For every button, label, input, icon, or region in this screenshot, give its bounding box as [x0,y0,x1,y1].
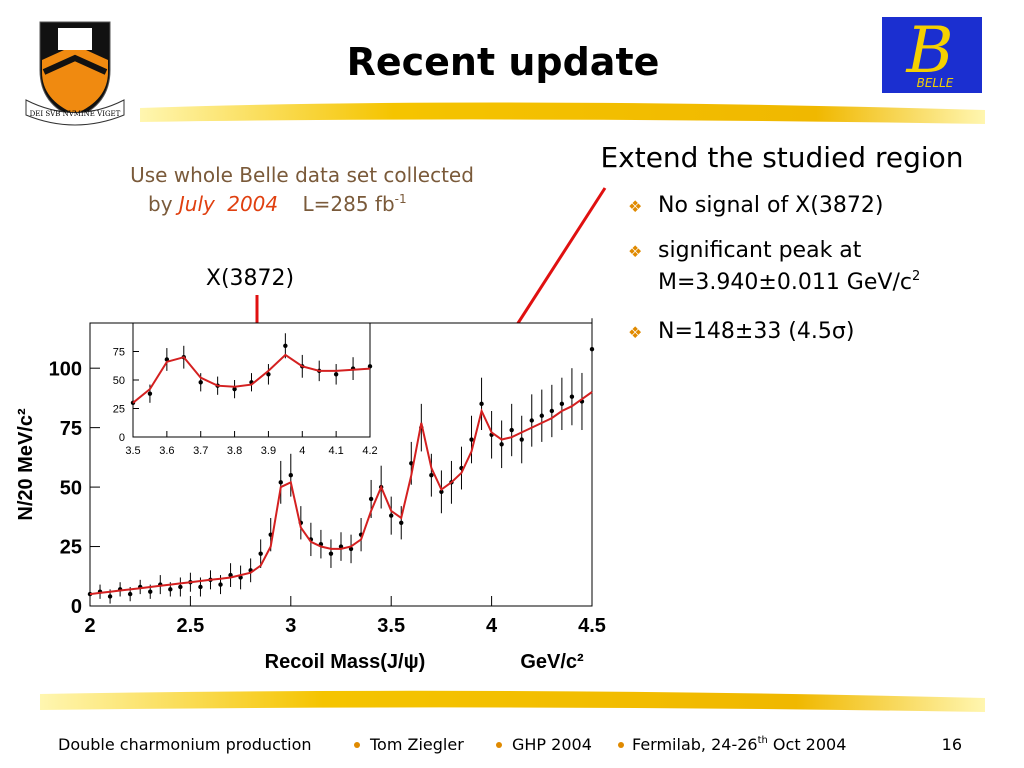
data-point [549,408,555,414]
page-number: 16 [942,735,962,754]
data-point [367,364,373,369]
x-tick-label: 4.1 [328,445,343,457]
data-point [266,372,271,377]
y-tick-label: 50 [60,477,82,499]
footer-text: Tom Ziegler [369,735,464,754]
data-point [539,413,544,418]
logo-text: BELLE [917,76,954,90]
y-tick-label: 75 [113,346,125,358]
data-point [529,418,534,423]
bullet-icon: ❖ [628,323,642,342]
x-axis-unit: GeV/c² [520,651,584,673]
footer-dot [354,742,360,748]
data-point [198,584,203,590]
x-tick-label: 4.5 [578,615,606,637]
data-point [168,587,173,592]
data-point [148,589,153,594]
logo-princeton: DEI SVB NVMINE VIGET [25,21,125,126]
x-tick-label: 3.9 [261,445,276,457]
bullet: M=3.940±0.011 GeV/c2 [658,269,920,295]
y-tick-label: 50 [113,375,125,387]
footer-text: Double charmonium production [58,735,312,754]
data-point [198,380,203,385]
x-tick-label: 3.6 [159,445,174,457]
subtitle: by July 2004 L=285 fb-1 [148,192,407,216]
y-tick-label: 75 [60,418,82,440]
x-tick-label: 2.5 [176,615,204,637]
data-point [348,546,354,552]
data-point [283,343,288,348]
data-point [232,386,237,392]
slide-title: Recent update [347,40,660,84]
data-point [589,346,595,352]
data-point [569,394,575,399]
y-tick-label: 0 [71,596,82,618]
data-point [519,437,524,442]
bullets: ❖ No signal of X(3872) ❖ significant pea… [628,193,920,344]
fit-curve [132,353,371,404]
data-point [399,520,404,525]
logo-belle: B BELLE [882,14,982,93]
bullet: N=148±33 (4.5σ) [658,319,854,344]
data-point [288,473,293,478]
data-point [368,496,374,502]
bullet: No signal of X(3872) [658,193,883,218]
logo-letter: B [905,14,953,88]
x-tick-label: 3.5 [377,615,405,637]
arrow [500,187,607,349]
data-point [439,489,444,495]
y-tick-label: 25 [113,403,125,415]
fit-curve [89,391,593,596]
data-point [389,513,394,518]
data-point [509,427,514,433]
chart: 3.5 3.6 3.7 3.8 3.9 4 4.1 4.2 0 25 50 75 [113,322,378,457]
footer-dot [496,742,502,748]
bullet-icon: ❖ [628,197,642,216]
subtitle: Use whole Belle data set collected [130,163,474,187]
charts: 2 2.5 3 3.5 4 4.5 0 25 50 75 100 N/20 MeV/c² Recoil … [15,318,606,673]
data-point [333,372,339,377]
data-point [278,480,283,485]
data-point [228,572,233,578]
footer-text: Fermilab, 24-26th Oct 2004 [632,735,846,754]
x-tick-label: 4 [486,615,498,637]
data-point [218,582,223,587]
heading: Extend the studied region [600,141,963,174]
data-point [127,591,133,597]
logo-motto: DEI SVB NVMINE VIGET [30,110,121,118]
data-point [328,551,334,556]
footer: Double charmonium production Tom Ziegler… [58,735,962,754]
footer-text: GHP 2004 [512,735,592,754]
y-axis-label: N/20 MeV/c² [15,408,37,521]
x-tick-label: 3 [285,615,296,637]
y-tick-label: 100 [49,358,82,380]
brush-bottom [40,690,985,712]
x-tick-label: 2 [84,615,95,637]
data-point [559,401,565,407]
x-tick-label: 3.5 [125,445,140,457]
data-point [479,401,484,407]
data-point [499,442,504,447]
y-tick-label: 25 [60,537,82,559]
annotation: X(3872) [206,266,294,291]
data-point [178,584,183,590]
bullet: significant peak at [658,238,862,263]
x-axis-label: Recoil Mass(J/ψ) [265,651,426,673]
footer-dot [618,742,624,748]
y-tick-label: 0 [119,432,125,444]
x-tick-label: 3.8 [227,445,242,457]
x-tick-label: 3.7 [193,445,208,457]
data-point [429,473,434,478]
data-point [147,391,153,396]
data-point [107,594,113,599]
data-point [469,437,474,442]
brush-top [140,102,985,124]
data-point [258,551,263,556]
x-tick-label: 4 [299,445,305,457]
x-tick-label: 4.2 [362,445,377,457]
bullet-icon: ❖ [628,242,642,261]
